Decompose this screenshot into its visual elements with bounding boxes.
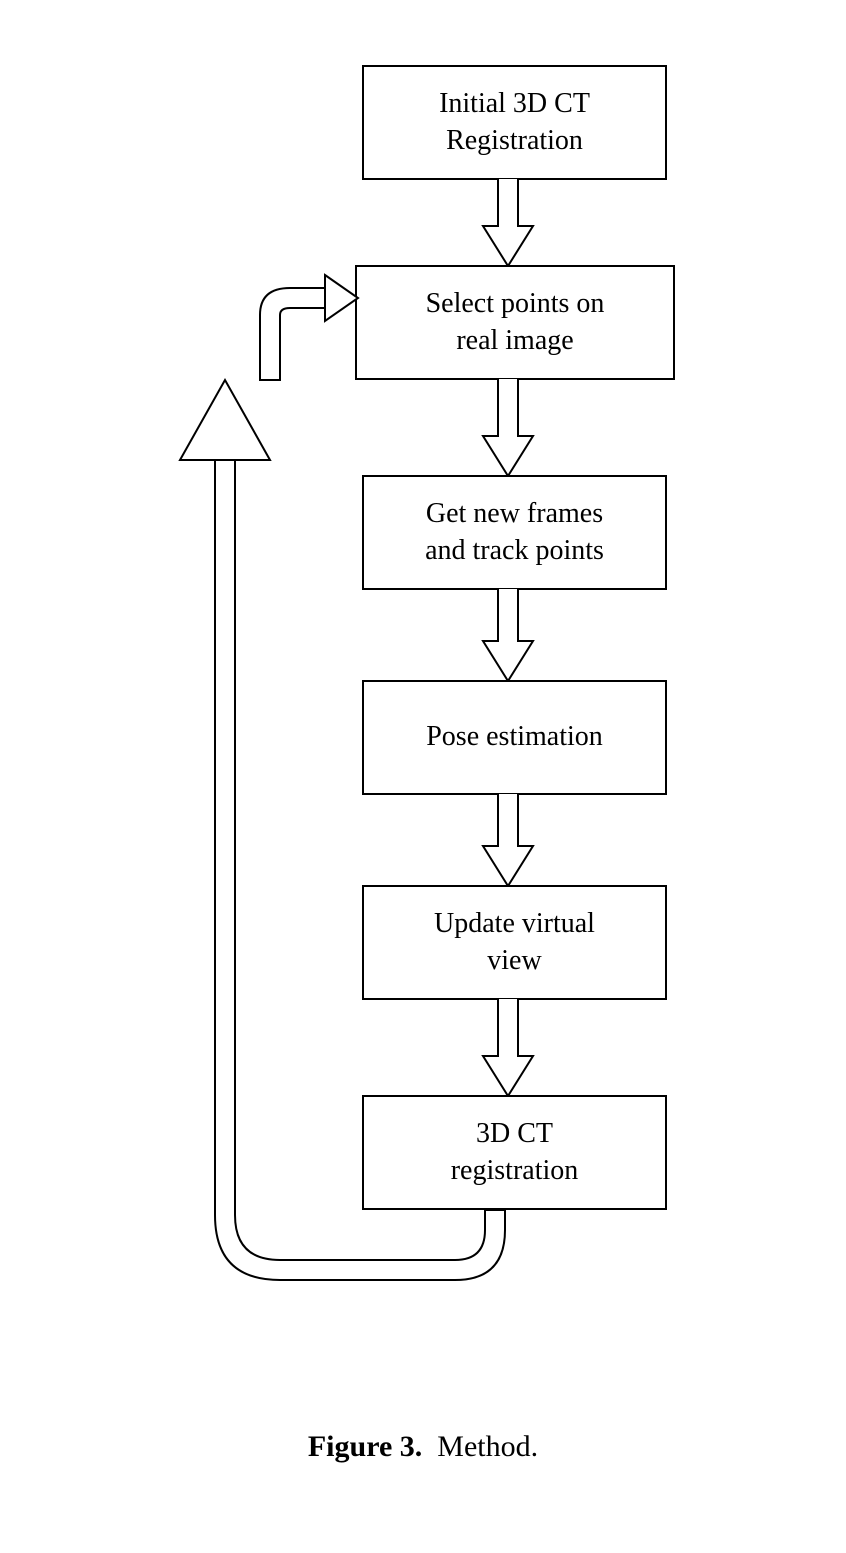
loop-arrow-icon: [150, 260, 550, 1310]
caption-body: Method.: [437, 1430, 538, 1463]
flowchart-container: Initial 3D CTRegistration Select points …: [0, 0, 846, 1553]
caption-prefix: Figure 3.: [308, 1430, 422, 1463]
arrow-down-icon: [478, 178, 538, 268]
figure-caption: Figure 3. Method.: [0, 1430, 846, 1464]
box-label: Initial 3D CTRegistration: [439, 86, 590, 159]
flowchart-box-initial: Initial 3D CTRegistration: [362, 65, 667, 180]
